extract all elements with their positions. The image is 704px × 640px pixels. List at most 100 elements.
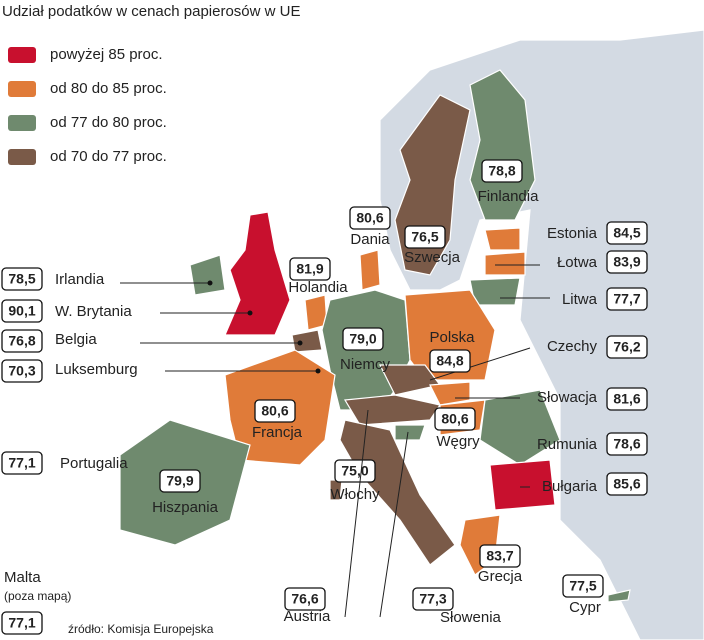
country-name: Luksemburg: [55, 361, 138, 378]
country-name: Bułgaria: [542, 478, 598, 495]
value-box: [434, 407, 476, 431]
value-box: [1, 267, 43, 291]
value-box: [479, 544, 521, 568]
country-name: Belgia: [55, 331, 97, 348]
value-box: [606, 250, 648, 274]
value-label: 78,5: [8, 271, 35, 287]
value-box: [349, 206, 391, 230]
value-box: [606, 472, 648, 496]
legend-swatch: [8, 47, 36, 63]
bulgaria: [489, 459, 556, 511]
leader-line: [379, 431, 409, 618]
austria: [343, 394, 441, 426]
value-label: 81,6: [613, 391, 640, 407]
value-box: [606, 335, 648, 359]
romania: [479, 389, 561, 466]
legend-swatch: [8, 115, 36, 131]
slovakia: [429, 381, 471, 406]
value-label: 76,8: [8, 333, 35, 349]
denmark: [359, 249, 381, 291]
value-label: 76,6: [291, 591, 318, 607]
country-name: Irlandia: [55, 271, 105, 288]
value-box: [404, 225, 446, 249]
country-name: Estonia: [547, 225, 598, 242]
estonia: [484, 227, 521, 251]
value-box: [1, 611, 43, 635]
value-label: 70,3: [8, 363, 35, 379]
value-label: 77,5: [569, 578, 596, 594]
country-name: Niemcy: [340, 356, 391, 373]
leader-dot: [297, 340, 303, 346]
value-label: 79,9: [166, 473, 193, 489]
value-box: [412, 587, 454, 611]
value-box: [606, 287, 648, 311]
value-label: 80,6: [356, 210, 383, 226]
value-box: [159, 469, 201, 493]
country-name: Słowenia: [440, 609, 502, 626]
ireland: [189, 254, 226, 296]
legend-swatch: [8, 149, 36, 165]
belgium: [291, 329, 323, 353]
value-label: 79,0: [349, 331, 376, 347]
value-box: [606, 432, 648, 456]
value-box: [1, 299, 43, 323]
title: Udział podatków w cenach papierosów w UE: [2, 3, 300, 20]
value-label: 78,6: [613, 436, 640, 452]
value-label: 77,7: [613, 291, 640, 307]
country-name: Austria: [284, 608, 331, 625]
value-box: [284, 587, 326, 611]
value-label: 77,1: [8, 455, 35, 471]
country-name: Włochy: [330, 486, 380, 503]
value-label: 83,9: [613, 254, 640, 270]
country-name: Finlandia: [478, 188, 540, 205]
country-name: Szwecja: [404, 249, 461, 266]
value-label: 84,5: [613, 225, 640, 241]
value-box: [334, 459, 376, 483]
leader-dot: [207, 280, 213, 286]
value-box: [1, 451, 43, 475]
country-name: Rumunia: [537, 436, 598, 453]
value-label: 84,8: [436, 353, 463, 369]
legend-label: od 77 do 80 proc.: [50, 114, 167, 131]
leader-line: [429, 347, 531, 381]
value-box: [606, 387, 648, 411]
poland: [404, 289, 496, 381]
value-label: 77,3: [419, 591, 446, 607]
country-name: Węgry: [436, 433, 480, 450]
value-label: 75,0: [341, 463, 368, 479]
malta-name: Malta: [4, 569, 41, 586]
value-label: 76,5: [411, 229, 438, 245]
value-label: 85,6: [613, 476, 640, 492]
value-box: [429, 349, 471, 373]
source: źródło: Komisja Europejska: [68, 622, 214, 636]
value-label: 80,6: [261, 403, 288, 419]
country-name: Hiszpania: [152, 499, 219, 516]
legend-label: powyżej 85 proc.: [50, 46, 163, 63]
country-name: Polska: [429, 329, 475, 346]
map: [119, 29, 704, 640]
country-name: Dania: [350, 231, 390, 248]
slovenia: [394, 424, 426, 441]
leader-dot: [247, 310, 253, 316]
legend-swatch: [8, 81, 36, 97]
value-label: 78,8: [488, 163, 515, 179]
value-label: 83,7: [486, 548, 513, 564]
country-name: Litwa: [562, 291, 598, 308]
value-label: 77,1: [8, 615, 35, 631]
country-name: Cypr: [569, 599, 601, 616]
value-box: [606, 221, 648, 245]
value-box: [481, 159, 523, 183]
value-box: [254, 399, 296, 423]
latvia: [484, 251, 526, 276]
value-box: [562, 574, 604, 598]
value-label: 76,2: [613, 339, 640, 355]
value-label: 80,6: [441, 411, 468, 427]
country-name: Holandia: [288, 279, 348, 296]
leader-dot: [315, 368, 321, 374]
value-box: [289, 257, 331, 281]
country-name: Łotwa: [557, 254, 598, 271]
legend-label: od 80 do 85 proc.: [50, 80, 167, 97]
country-name: Grecja: [478, 568, 523, 585]
cyprus: [607, 589, 631, 603]
